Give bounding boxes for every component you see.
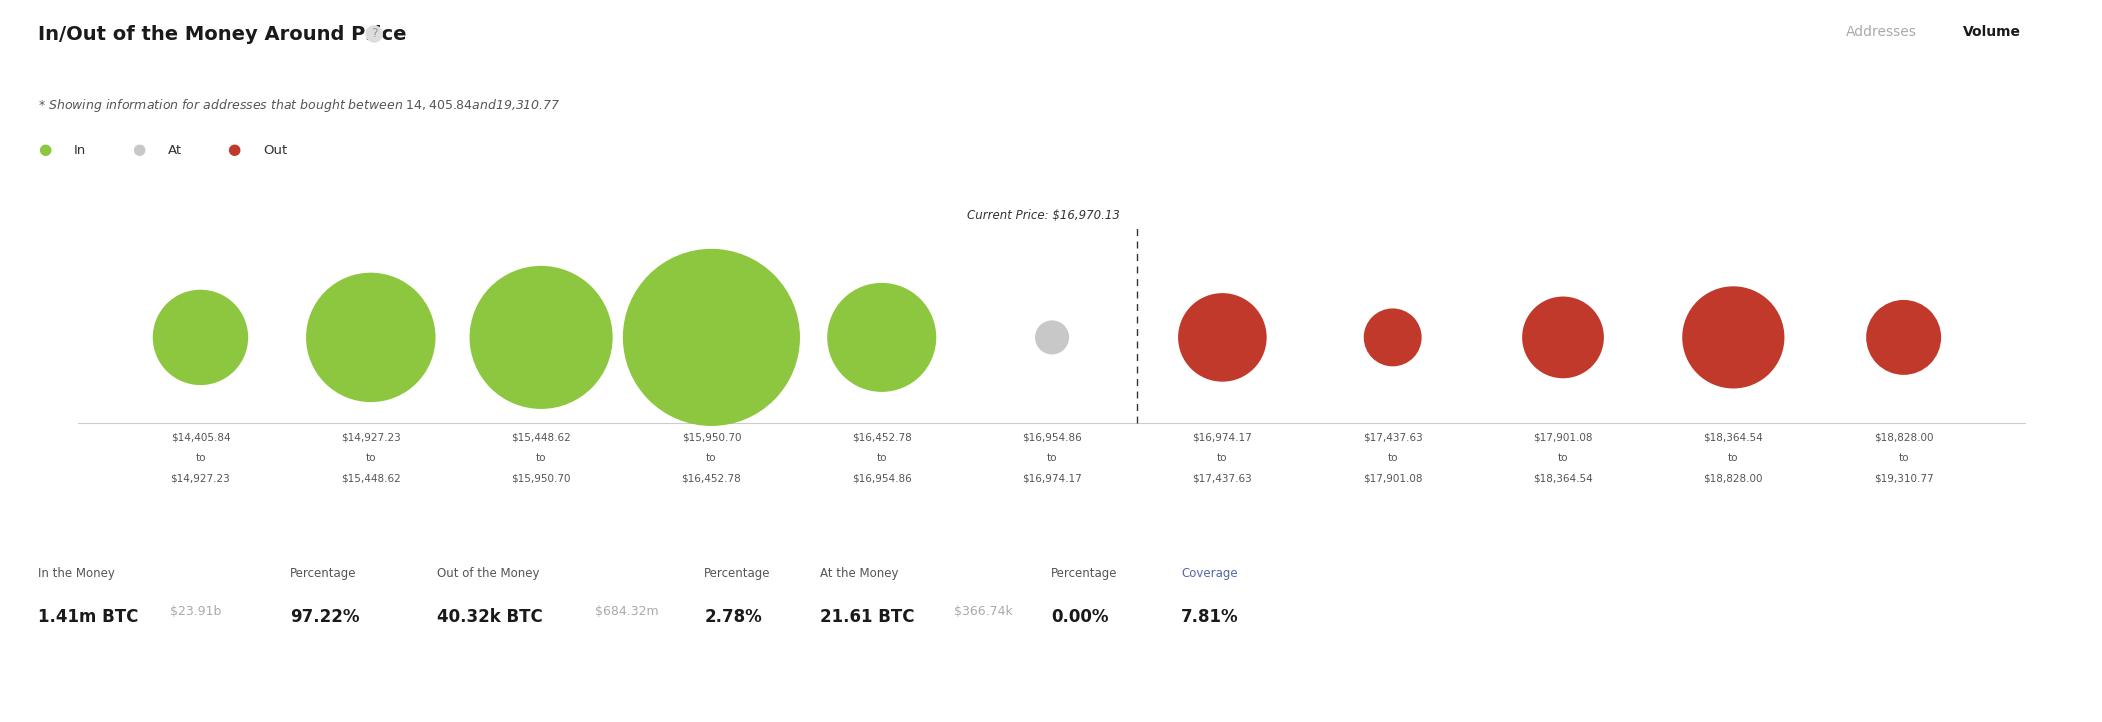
Circle shape xyxy=(1364,308,1421,366)
Circle shape xyxy=(828,283,935,392)
Text: Percentage: Percentage xyxy=(704,567,771,580)
Text: $14,927.23: $14,927.23 xyxy=(341,432,401,443)
Text: $16,452.78: $16,452.78 xyxy=(851,432,912,443)
Text: to: to xyxy=(877,453,887,464)
Circle shape xyxy=(1522,297,1604,378)
Text: to: to xyxy=(536,453,547,464)
Text: $16,954.86: $16,954.86 xyxy=(1022,432,1083,443)
Text: $16,954.86: $16,954.86 xyxy=(851,474,912,484)
Text: to: to xyxy=(1728,453,1738,464)
Text: $15,950.70: $15,950.70 xyxy=(681,432,742,443)
Text: $17,901.08: $17,901.08 xyxy=(1362,474,1423,484)
Text: to: to xyxy=(366,453,376,464)
Text: $17,437.63: $17,437.63 xyxy=(1192,474,1253,484)
Circle shape xyxy=(1177,293,1268,382)
Text: 0.00%: 0.00% xyxy=(1051,608,1108,626)
Text: $18,364.54: $18,364.54 xyxy=(1532,474,1593,484)
Text: In the Money: In the Money xyxy=(38,567,116,580)
Text: to: to xyxy=(1898,453,1909,464)
Text: $684.32m: $684.32m xyxy=(595,605,658,618)
Circle shape xyxy=(1034,321,1070,355)
Text: Addresses: Addresses xyxy=(1846,25,1917,39)
Text: $16,974.17: $16,974.17 xyxy=(1022,474,1083,484)
Text: $15,448.62: $15,448.62 xyxy=(511,432,572,443)
Text: $15,950.70: $15,950.70 xyxy=(511,474,572,484)
Text: $16,452.78: $16,452.78 xyxy=(681,474,742,484)
Text: 1.41m BTC: 1.41m BTC xyxy=(38,608,139,626)
Circle shape xyxy=(1682,287,1785,388)
Circle shape xyxy=(622,249,801,426)
Text: to: to xyxy=(1217,453,1228,464)
Text: to: to xyxy=(1047,453,1057,464)
Text: $17,437.63: $17,437.63 xyxy=(1362,432,1423,443)
Text: ●: ● xyxy=(132,142,145,157)
Text: 7.81%: 7.81% xyxy=(1181,608,1238,626)
Text: Out: Out xyxy=(263,144,288,157)
Text: At: At xyxy=(168,144,183,157)
Circle shape xyxy=(1867,300,1940,375)
Text: ●: ● xyxy=(38,142,50,157)
Text: ?: ? xyxy=(370,27,378,40)
Text: to: to xyxy=(195,453,206,464)
Text: $18,828.00: $18,828.00 xyxy=(1703,474,1764,484)
Text: 2.78%: 2.78% xyxy=(704,608,761,626)
Text: $17,901.08: $17,901.08 xyxy=(1532,432,1593,443)
Text: 97.22%: 97.22% xyxy=(290,608,359,626)
Text: Out of the Money: Out of the Money xyxy=(437,567,540,580)
Text: $19,310.77: $19,310.77 xyxy=(1873,474,1934,484)
Text: $16,974.17: $16,974.17 xyxy=(1192,432,1253,443)
Text: ●: ● xyxy=(227,142,240,157)
Text: In: In xyxy=(74,144,86,157)
Text: Percentage: Percentage xyxy=(1051,567,1118,580)
Text: to: to xyxy=(1558,453,1568,464)
Circle shape xyxy=(153,290,248,385)
Circle shape xyxy=(307,273,435,402)
Text: * Showing information for addresses that bought between $14,405.84 and $19,310.7: * Showing information for addresses that… xyxy=(38,97,561,115)
Text: to: to xyxy=(1387,453,1398,464)
Text: Current Price: $16,970.13: Current Price: $16,970.13 xyxy=(967,209,1120,222)
Text: Percentage: Percentage xyxy=(290,567,357,580)
Text: $15,448.62: $15,448.62 xyxy=(341,474,401,484)
Text: $366.74k: $366.74k xyxy=(954,605,1013,618)
Text: At the Money: At the Money xyxy=(820,567,898,580)
Text: Coverage: Coverage xyxy=(1181,567,1238,580)
Text: $14,405.84: $14,405.84 xyxy=(170,432,231,443)
Text: $18,828.00: $18,828.00 xyxy=(1873,432,1934,443)
Text: 40.32k BTC: 40.32k BTC xyxy=(437,608,542,626)
Text: Volume: Volume xyxy=(1963,25,2022,39)
Text: In/Out of the Money Around Price: In/Out of the Money Around Price xyxy=(38,25,406,44)
Text: $18,364.54: $18,364.54 xyxy=(1703,432,1764,443)
Text: $23.91b: $23.91b xyxy=(170,605,221,618)
Text: $14,927.23: $14,927.23 xyxy=(170,474,231,484)
Circle shape xyxy=(469,266,612,409)
Text: to: to xyxy=(706,453,717,464)
Text: 21.61 BTC: 21.61 BTC xyxy=(820,608,914,626)
